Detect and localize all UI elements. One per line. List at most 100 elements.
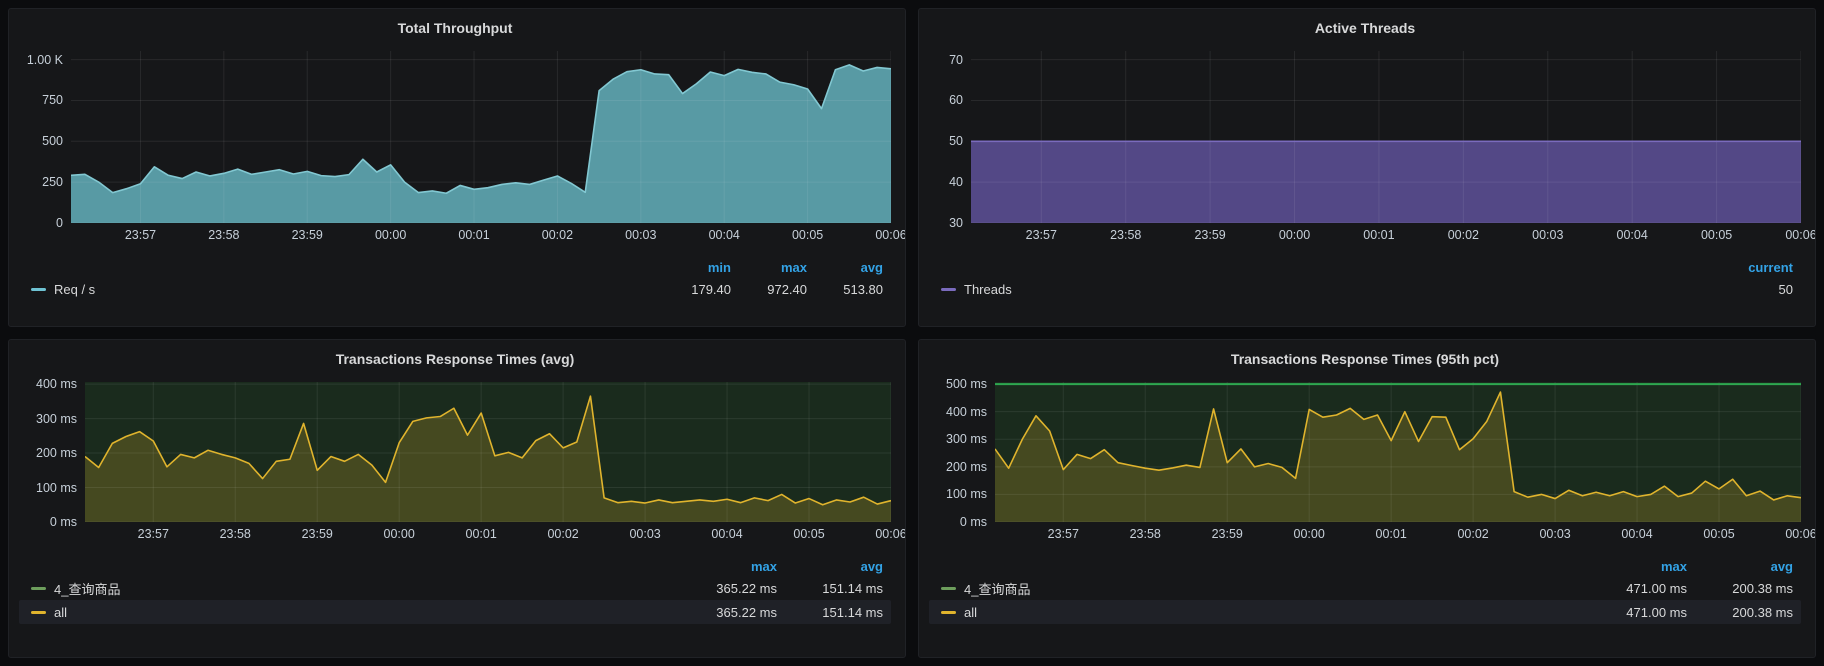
y-tick-label: 400 ms <box>946 404 987 419</box>
y-tick-label: 1.00 K <box>26 52 63 67</box>
series-color-dash-icon <box>31 610 46 614</box>
legend-series-label[interactable]: 4_查询商品 <box>964 581 1031 597</box>
x-tick-label: 23:59 <box>291 228 323 242</box>
y-tick-label: 400 ms <box>36 377 77 392</box>
legend-series-label[interactable]: all <box>54 604 68 620</box>
y-tick-label: 300 ms <box>946 432 987 447</box>
legend-header-avg[interactable]: avg <box>860 259 883 275</box>
y-tick-label: 500 ms <box>946 377 987 392</box>
plot-region: 70 60 50 40 30 <box>929 51 1801 230</box>
x-tick-label: 23:57 <box>1047 527 1079 541</box>
legend-stat-value: 151.14 ms <box>822 580 883 596</box>
series-color-dash-icon <box>941 610 956 614</box>
legend-series-label[interactable]: Threads <box>964 281 1012 297</box>
y-axis: 500 ms 400 ms 300 ms 200 ms 100 ms 0 ms <box>929 377 995 529</box>
legend-stat-value: 200.38 ms <box>1732 604 1793 620</box>
legend-stat-value: 50 <box>1778 281 1793 297</box>
legend-row: Req / s 179.40 972.40 513.80 <box>19 277 891 301</box>
legend-stats-header: max avg <box>929 556 1801 576</box>
y-tick-label: 40 <box>949 175 963 190</box>
legend-stat-value: 151.14 ms <box>822 604 883 620</box>
legend-series-label[interactable]: Req / s <box>54 281 96 297</box>
x-tick-label: 00:06 <box>1785 228 1816 242</box>
legend-header-max[interactable]: max <box>780 259 807 275</box>
legend-header-max[interactable]: max <box>1660 558 1687 574</box>
plot-region: 400 ms 300 ms 200 ms 100 ms 0 ms <box>19 377 891 529</box>
y-tick-label: 30 <box>949 216 963 230</box>
y-tick-label: 300 ms <box>36 411 77 426</box>
x-tick-label: 00:03 <box>1532 228 1564 242</box>
legend: max avg 4_查询商品 365.22 ms 151.14 ms all 365.22 … <box>19 556 891 624</box>
x-tick-label: 23:57 <box>124 228 157 242</box>
legend-row: 4_查询商品 471.00 ms 200.38 ms <box>929 576 1801 600</box>
active-threads-chart[interactable] <box>971 51 1801 223</box>
x-tick-label: 00:04 <box>1621 527 1653 541</box>
x-tick-label: 00:04 <box>708 228 740 242</box>
x-tick-label: 00:02 <box>547 527 579 541</box>
legend-stat-value: 471.00 ms <box>1626 604 1687 620</box>
series-color-dash-icon <box>31 586 46 590</box>
legend-stat-value: 365.22 ms <box>716 604 777 620</box>
x-axis: 23:57 23:58 23:59 00:00 00:01 00:02 00:03 00:04… <box>85 522 905 544</box>
x-tick-label: 23:58 <box>1129 527 1161 541</box>
panel-title[interactable]: Transactions Response Times (95th pct) <box>1230 351 1500 367</box>
x-tick-label: 23:59 <box>301 527 333 541</box>
x-tick-label: 00:01 <box>1363 228 1395 242</box>
legend-stats-header: max avg <box>19 556 891 576</box>
legend-header-max[interactable]: max <box>750 558 777 574</box>
x-axis: 23:57 23:58 23:59 00:00 00:01 00:02 00:03 00:04… <box>971 223 1815 245</box>
legend-stats-header: current <box>929 257 1801 277</box>
panel-title[interactable]: Total Throughput <box>397 20 513 36</box>
legend: current Threads 50 <box>929 257 1801 301</box>
x-axis: 23:57 23:58 23:59 00:00 00:01 00:02 00:03 00:04… <box>995 522 1815 544</box>
plot-region: 500 ms 400 ms 300 ms 200 ms 100 ms 0 ms <box>929 377 1801 529</box>
x-tick-label: 00:02 <box>1457 527 1489 541</box>
legend-header-current[interactable]: current <box>1748 259 1793 275</box>
response-times-avg-chart[interactable] <box>85 382 891 522</box>
y-axis: 70 60 50 40 30 <box>929 51 971 230</box>
x-tick-label: 00:05 <box>793 527 825 541</box>
legend: min max avg Req / s 179.40 972.40 513.80 <box>19 257 891 301</box>
x-tick-label: 00:06 <box>875 527 906 541</box>
x-tick-label: 00:01 <box>458 228 490 242</box>
x-tick-label: 00:00 <box>383 527 415 541</box>
y-tick-label: 250 <box>42 175 63 190</box>
x-tick-label: 00:05 <box>791 228 824 242</box>
x-tick-label: 00:00 <box>1278 228 1311 242</box>
legend-row: Threads 50 <box>929 277 1801 301</box>
x-tick-label: 00:03 <box>629 527 661 541</box>
y-tick-label: 100 ms <box>36 480 77 495</box>
y-tick-label: 750 <box>42 93 63 108</box>
x-tick-label: 23:58 <box>1110 228 1142 242</box>
legend-header-avg[interactable]: avg <box>1770 558 1793 574</box>
x-tick-label: 00:03 <box>1539 527 1571 541</box>
y-tick-label: 200 ms <box>946 459 987 474</box>
legend-header-min[interactable]: min <box>707 259 731 275</box>
x-tick-label: 00:06 <box>1785 527 1816 541</box>
legend: max avg 4_查询商品 471.00 ms 200.38 ms all 471.00 … <box>929 556 1801 624</box>
y-tick-label: 50 <box>949 134 963 149</box>
y-tick-label: 200 ms <box>36 446 77 461</box>
panel-total-throughput: Total Throughput 1.00 K 750 500 250 0 23:57 2… <box>8 8 906 327</box>
legend-stat-value: 471.00 ms <box>1626 580 1687 596</box>
panel-title[interactable]: Transactions Response Times (avg) <box>335 351 575 367</box>
y-axis: 1.00 K 750 500 250 0 <box>19 51 71 230</box>
y-tick-label: 0 ms <box>49 515 77 529</box>
x-tick-label: 23:57 <box>1025 228 1057 242</box>
total-throughput-chart[interactable] <box>71 51 891 223</box>
panel-response-times-95pct: Transactions Response Times (95th pct) 5… <box>918 339 1816 658</box>
legend-stat-value: 200.38 ms <box>1732 580 1793 596</box>
legend-series-label[interactable]: 4_查询商品 <box>54 581 121 597</box>
x-tick-label: 23:58 <box>208 228 240 242</box>
x-tick-label: 00:06 <box>875 228 906 242</box>
legend-header-avg[interactable]: avg <box>860 558 883 574</box>
x-tick-label: 00:05 <box>1703 527 1735 541</box>
legend-row: all 365.22 ms 151.14 ms <box>19 600 891 624</box>
legend-stat-value: 513.80 <box>843 281 883 297</box>
legend-series-label[interactable]: all <box>964 604 978 620</box>
response-times-95pct-chart[interactable] <box>995 382 1801 522</box>
legend-stat-value: 972.40 <box>767 281 807 297</box>
panel-title[interactable]: Active Threads <box>1314 20 1416 36</box>
y-axis: 400 ms 300 ms 200 ms 100 ms 0 ms <box>19 377 85 529</box>
panel-response-times-avg: Transactions Response Times (avg) 400 ms… <box>8 339 906 658</box>
